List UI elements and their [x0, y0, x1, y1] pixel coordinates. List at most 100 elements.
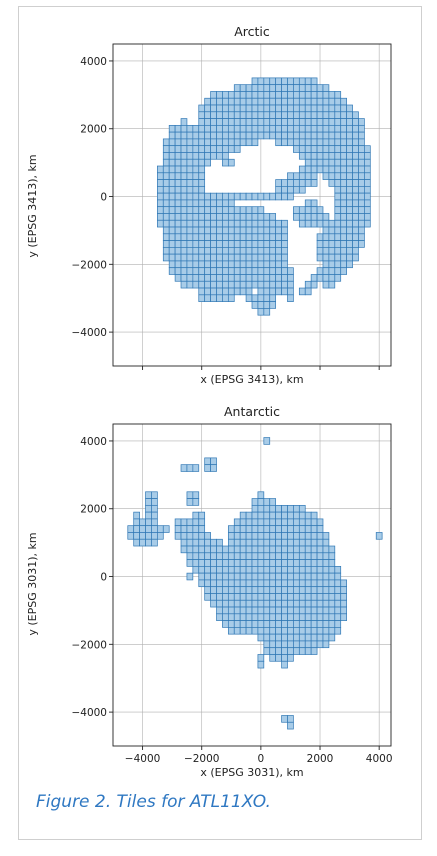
tile: [328, 233, 336, 241]
tile: [352, 145, 359, 153]
tile: [298, 579, 306, 588]
tile: [157, 213, 164, 221]
tile: [310, 545, 318, 554]
tile: [364, 145, 371, 153]
tile: [192, 131, 200, 140]
tile: [287, 104, 294, 113]
tile: [346, 233, 353, 241]
tile: [239, 579, 247, 588]
tile: [180, 186, 188, 194]
tile: [346, 158, 353, 167]
tile: [192, 219, 200, 228]
tile: [233, 213, 241, 221]
tile: [298, 206, 306, 214]
tile: [304, 538, 312, 547]
tile: [210, 118, 217, 126]
tile: [364, 199, 371, 208]
tile: [245, 627, 253, 635]
tile: [233, 104, 241, 113]
tile: [192, 138, 200, 147]
tile: [316, 158, 324, 167]
tile: [287, 97, 294, 106]
tile: [269, 274, 277, 282]
tile: [239, 545, 247, 554]
tile: [275, 77, 282, 86]
tile: [257, 91, 265, 99]
tile: [233, 274, 241, 282]
y-tick-label: 4000: [80, 56, 107, 68]
tile: [304, 104, 312, 113]
tile: [334, 233, 342, 241]
tile: [222, 287, 229, 296]
tile: [298, 518, 306, 527]
tile: [227, 274, 235, 282]
tile: [328, 111, 336, 119]
tile: [293, 586, 300, 594]
tile: [245, 267, 253, 275]
tile: [310, 131, 318, 140]
tile: [316, 219, 324, 228]
tile: [192, 566, 200, 574]
tile: [251, 620, 259, 628]
tile: [245, 552, 253, 560]
tile: [233, 599, 241, 608]
tile: [358, 152, 365, 160]
tile: [269, 532, 277, 540]
tile: [310, 559, 318, 567]
tile: [257, 504, 265, 513]
tile: [275, 97, 282, 106]
tile: [263, 593, 271, 601]
tile: [316, 620, 324, 628]
tile: [198, 525, 206, 533]
tile: [174, 165, 182, 174]
tile: [340, 104, 347, 113]
tile: [316, 138, 324, 147]
tile: [251, 532, 259, 540]
tile: [222, 213, 229, 221]
tile: [239, 599, 247, 608]
tile: [310, 280, 318, 289]
tile: [310, 572, 318, 581]
tile: [310, 606, 318, 615]
tile: [316, 213, 324, 221]
tile: [245, 104, 253, 113]
tile: [257, 274, 265, 282]
tile: [251, 219, 259, 228]
tile: [174, 267, 182, 275]
tile: [263, 511, 271, 520]
tile: [222, 620, 229, 628]
tile: [281, 91, 288, 99]
tile: [346, 253, 353, 262]
tile: [239, 572, 247, 581]
arctic-title: Arctic: [234, 24, 270, 39]
tile: [245, 226, 253, 235]
tile: [245, 118, 253, 126]
tile: [281, 566, 288, 574]
tile: [227, 572, 235, 581]
tile: [322, 620, 330, 628]
tile: [281, 559, 288, 567]
tile: [275, 104, 282, 113]
tile: [293, 186, 300, 194]
tile: [192, 552, 200, 560]
tile: [151, 525, 158, 533]
tile: [364, 179, 371, 187]
tile: [328, 586, 336, 594]
tile: [198, 267, 206, 275]
tile: [352, 206, 359, 214]
tile: [239, 118, 247, 126]
tile: [281, 104, 288, 113]
tile: [304, 559, 312, 567]
tile: [287, 715, 294, 723]
tile: [310, 118, 318, 126]
tile: [346, 247, 353, 255]
tile: [245, 131, 253, 140]
tile: [157, 199, 164, 208]
tile: [186, 491, 194, 499]
figure: Arctic x (EPSG 3413), km y (EPSG 3413), …: [26, 24, 393, 779]
tile: [287, 124, 294, 133]
tile: [145, 518, 152, 527]
tile: [304, 111, 312, 119]
tile: [162, 152, 170, 160]
tile: [334, 213, 342, 221]
